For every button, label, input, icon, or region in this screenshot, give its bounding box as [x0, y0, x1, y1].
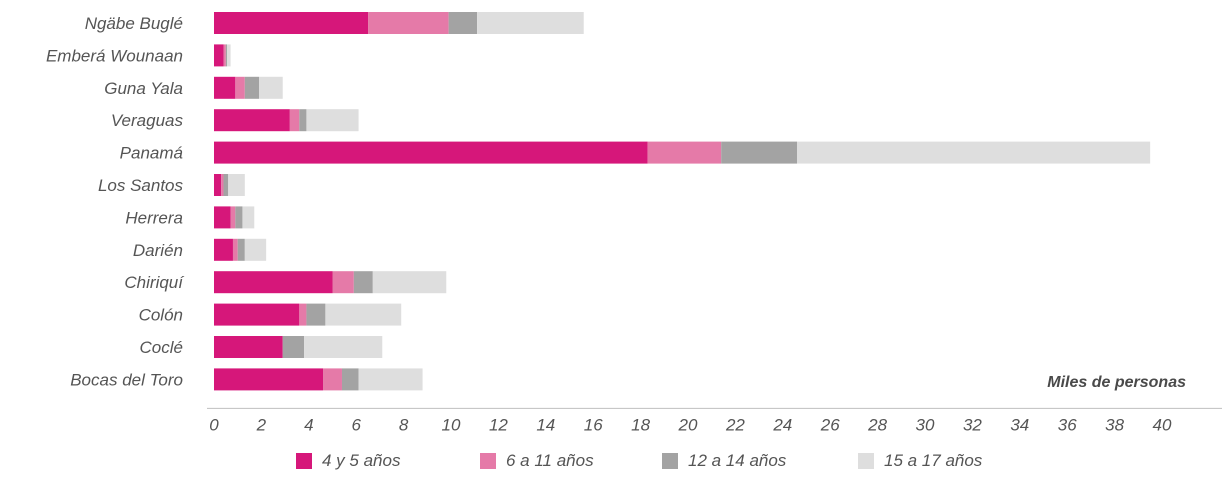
- x-tick-label-2: 2: [256, 415, 267, 434]
- legend: 4 y 5 años 6 a 11 años 12 a 14 años 15 a 17…: [296, 451, 983, 470]
- bar-bocas-del-toro-15-a-17-anos: [358, 368, 423, 391]
- bar-cocle-4-y-5-anos: [214, 336, 283, 358]
- bar-chiriqui-4-y-5-anos: [214, 271, 333, 294]
- bar-veraguas-15-a-17-anos: [306, 109, 359, 132]
- category-label-guna-yala: Guna Yala: [104, 79, 183, 98]
- category-label-colon: Colón: [139, 306, 183, 325]
- bar-bocas-del-toro-4-y-5-anos: [214, 368, 324, 391]
- category-label-los-santos: Los Santos: [98, 176, 184, 195]
- bar-darien-4-y-5-anos: [214, 238, 233, 261]
- x-tick-label-32: 32: [963, 415, 982, 434]
- category-label-veraguas: Veraguas: [111, 111, 184, 130]
- x-tick-label-0: 0: [209, 415, 219, 434]
- bar-guna-yala-6-a-11-anos: [235, 76, 245, 99]
- bar-chiriqui-15-a-17-anos: [372, 271, 447, 294]
- x-tick-label-12: 12: [489, 415, 508, 434]
- x-tick-label-34: 34: [1010, 415, 1029, 434]
- bar-ngabe-bugle-4-y-5-anos: [214, 12, 369, 34]
- bar-veraguas-4-y-5-anos: [214, 109, 290, 132]
- x-tick-label-28: 28: [867, 415, 887, 434]
- bar-chiriqui-12-a-14-anos: [353, 271, 373, 294]
- legend-swatch-6-a-11-anos: [480, 453, 496, 469]
- category-label-ngabe-bugle: Ngäbe Buglé: [85, 14, 183, 33]
- bar-cocle-15-a-17-anos: [304, 336, 383, 358]
- legend-label-4-y-5-anos: 4 y 5 años: [322, 451, 401, 470]
- bar-los-santos-4-y-5-anos: [214, 174, 222, 196]
- bar-los-santos-15-a-17-anos: [228, 174, 245, 196]
- x-tick-label-26: 26: [820, 415, 840, 434]
- category-label-herrera: Herrera: [125, 208, 183, 227]
- bar-ngabe-bugle-12-a-14-anos: [448, 12, 478, 34]
- unit-label: Miles de personas: [1047, 374, 1186, 391]
- bar-veraguas-6-a-11-anos: [289, 109, 300, 132]
- category-label-bocas-del-toro: Bocas del Toro: [70, 370, 183, 389]
- bar-cocle-12-a-14-anos: [282, 336, 305, 358]
- bar-panama-12-a-14-anos: [721, 141, 798, 164]
- x-tick-label-20: 20: [678, 415, 698, 434]
- bar-guna-yala-12-a-14-anos: [244, 76, 260, 99]
- x-tick-label-14: 14: [536, 415, 555, 434]
- bar-veraguas-12-a-14-anos: [299, 109, 307, 132]
- category-label-embera-wounaan: Emberá Wounaan: [46, 46, 183, 65]
- legend-swatch-4-y-5-anos: [296, 453, 312, 469]
- legend-label-15-a-17-anos: 15 a 17 años: [884, 451, 983, 470]
- bar-ngabe-bugle-15-a-17-anos: [477, 12, 584, 34]
- legend-label-6-a-11-anos: 6 a 11 años: [506, 451, 594, 470]
- bar-herrera-12-a-14-anos: [235, 206, 243, 229]
- bar-colon-15-a-17-anos: [325, 303, 402, 326]
- x-tick-label-16: 16: [584, 415, 603, 434]
- x-tick-label-24: 24: [772, 415, 792, 434]
- x-tick-label-10: 10: [442, 415, 461, 434]
- bar-guna-yala-4-y-5-anos: [214, 76, 236, 99]
- bar-los-santos-12-a-14-anos: [223, 174, 229, 196]
- bar-embera-wounaan-4-y-5-anos: [214, 44, 224, 67]
- bar-colon-6-a-11-anos: [299, 303, 307, 326]
- legend-swatch-12-a-14-anos: [662, 453, 678, 469]
- bar-darien-6-a-11-anos: [232, 238, 238, 261]
- x-tick-label-4: 4: [304, 415, 313, 434]
- bar-ngabe-bugle-6-a-11-anos: [368, 12, 449, 34]
- bar-embera-wounaan-12-a-14-anos: [225, 44, 228, 67]
- x-axis-ticks: 0 2 4 6 8 10 12 14 16 18 20 22 24 26 28 30 32 34 36 38 40: [209, 415, 1172, 434]
- bar-bocas-del-toro-12-a-14-anos: [341, 368, 359, 391]
- bar-los-santos-6-a-11-anos: [221, 174, 224, 196]
- x-tick-label-40: 40: [1153, 415, 1172, 434]
- x-tick-label-6: 6: [351, 415, 361, 434]
- bars-group: [214, 12, 1151, 391]
- category-label-cocle: Coclé: [140, 338, 183, 357]
- x-tick-label-18: 18: [631, 415, 650, 434]
- bar-bocas-del-toro-6-a-11-anos: [323, 368, 342, 391]
- bar-embera-wounaan-15-a-17-anos: [227, 44, 231, 67]
- x-tick-label-30: 30: [916, 415, 935, 434]
- bar-panama-6-a-11-anos: [647, 141, 722, 164]
- bar-colon-12-a-14-anos: [306, 303, 326, 326]
- bar-panama-15-a-17-anos: [797, 141, 1151, 164]
- legend-swatch-15-a-17-anos: [858, 453, 874, 469]
- x-tick-label-36: 36: [1058, 415, 1077, 434]
- bar-herrera-15-a-17-anos: [242, 206, 255, 229]
- bar-darien-15-a-17-anos: [244, 238, 267, 261]
- category-label-darien: Darién: [133, 241, 183, 260]
- bar-embera-wounaan-6-a-11-anos: [223, 44, 226, 67]
- legend-label-12-a-14-anos: 12 a 14 años: [688, 451, 787, 470]
- category-label-panama: Panamá: [120, 144, 183, 163]
- bar-darien-12-a-14-anos: [237, 238, 245, 261]
- bar-panama-4-y-5-anos: [214, 141, 648, 164]
- bar-herrera-4-y-5-anos: [214, 206, 231, 229]
- x-tick-label-22: 22: [725, 415, 745, 434]
- category-label-chiriqui: Chiriquí: [124, 273, 185, 292]
- bar-chiriqui-6-a-11-anos: [332, 271, 354, 294]
- x-tick-label-8: 8: [399, 415, 409, 434]
- category-labels: Ngäbe Buglé Emberá Wounaan Guna Yala Veragu…: [46, 14, 185, 389]
- x-tick-label-38: 38: [1105, 415, 1124, 434]
- bar-herrera-6-a-11-anos: [230, 206, 236, 229]
- bar-colon-4-y-5-anos: [214, 303, 300, 326]
- bar-guna-yala-15-a-17-anos: [259, 76, 283, 99]
